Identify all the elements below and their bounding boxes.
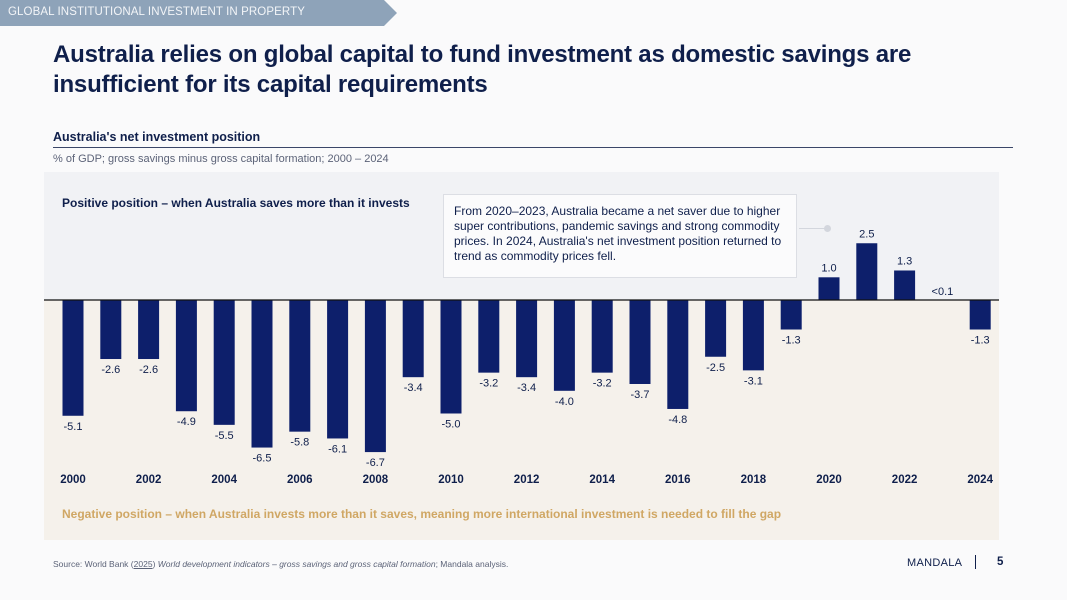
bar-2010 (440, 300, 462, 414)
x-tick-2006: 2006 (287, 474, 313, 486)
bar-2017 (705, 300, 727, 357)
bar-2021 (856, 243, 878, 300)
footer-source: Source: World Bank (2025) World developm… (53, 559, 508, 569)
source-close: ) (152, 559, 156, 569)
x-tick-2020: 2020 (816, 474, 842, 486)
data-label-2010: -5.0 (442, 419, 461, 431)
page-number: 5 (997, 556, 1004, 568)
bar-2013 (553, 300, 575, 391)
x-tick-2014: 2014 (589, 474, 615, 486)
bar-2016 (667, 300, 689, 409)
data-label-2020: 1.0 (821, 262, 836, 274)
bar-2019 (780, 300, 802, 330)
source-suffix: ; Mandala analysis. (435, 559, 509, 569)
annotation-connector-dot (824, 225, 831, 232)
x-tick-2002: 2002 (136, 474, 162, 486)
data-label-2003: -4.9 (177, 416, 196, 428)
bar-2002 (138, 300, 160, 360)
page-title: Australia relies on global capital to fu… (53, 41, 912, 98)
bar-2020 (818, 277, 840, 300)
bar-2008 (364, 300, 386, 453)
bar-2018 (742, 300, 764, 371)
source-title: World development indicators – gross sav… (155, 559, 436, 569)
data-label-2004: -5.5 (215, 430, 234, 442)
data-label-2009: -3.4 (404, 382, 423, 394)
footer-divider (975, 555, 976, 569)
annotation-callout: From 2020–2023, Australia became a net s… (443, 194, 797, 278)
chart-subtitle: % of GDP; gross savings minus gross capi… (53, 153, 389, 165)
data-label-2021: 2.5 (859, 228, 874, 240)
negative-position-caption: Negative position – when Australia inves… (62, 507, 782, 521)
bar-2024 (969, 300, 991, 330)
data-label-2024: -1.3 (971, 335, 990, 347)
bar-2014 (591, 300, 613, 373)
data-label-2002: -2.6 (139, 364, 158, 376)
bar-2007 (327, 300, 349, 439)
bar-2005 (251, 300, 273, 448)
bars-layer (62, 243, 991, 453)
x-tick-2010: 2010 (438, 474, 464, 486)
bar-2011 (478, 300, 500, 373)
section-tag-text: GLOBAL INSTITUTIONAL INVESTMENT IN PROPE… (8, 6, 305, 18)
x-tick-2016: 2016 (665, 474, 691, 486)
bar-2004 (213, 300, 235, 425)
bar-2012 (516, 300, 538, 378)
data-label-2023: <0.1 (932, 286, 954, 298)
data-label-2011: -3.2 (479, 378, 498, 390)
data-label-2006: -5.8 (290, 437, 309, 449)
section-tag: GLOBAL INSTITUTIONAL INVESTMENT IN PROPE… (0, 0, 398, 26)
data-label-2013: -4.0 (555, 396, 574, 408)
data-label-2015: -3.7 (631, 389, 650, 401)
bar-2015 (629, 300, 651, 384)
data-label-2014: -3.2 (593, 378, 612, 390)
x-tick-2004: 2004 (211, 474, 237, 486)
bar-2000 (62, 300, 84, 416)
bar-2022 (894, 270, 916, 300)
data-label-2000: -5.1 (64, 421, 83, 433)
source-prefix: Source: World Bank ( (53, 559, 134, 569)
x-tick-2024: 2024 (967, 474, 993, 486)
x-tick-2008: 2008 (363, 474, 389, 486)
data-label-2016: -4.8 (668, 414, 687, 426)
data-label-2008: -6.7 (366, 457, 385, 469)
data-label-2018: -3.1 (744, 375, 763, 387)
bar-2009 (402, 300, 424, 378)
bar-2006 (289, 300, 311, 432)
bar-2001 (100, 300, 122, 360)
data-label-2012: -3.4 (517, 382, 536, 394)
positive-position-caption: Positive position – when Australia saves… (62, 196, 410, 210)
data-label-2001: -2.6 (101, 364, 120, 376)
x-tick-2000: 2000 (60, 474, 86, 486)
brand-name: MANDALA (907, 557, 963, 569)
data-labels-layer: -5.1 -2.6 -2.6 -4.9 -5.5 -6.5 -5.8 -6.1 -6.7 -3.4… (64, 228, 990, 469)
chart-title: Australia's net investment position (53, 130, 261, 144)
data-label-2017: -2.5 (706, 362, 725, 374)
data-label-2007: -6.1 (328, 443, 347, 455)
data-label-2005: -6.5 (253, 453, 272, 465)
x-tick-2018: 2018 (741, 474, 767, 486)
source-year-link[interactable]: 2025 (133, 559, 153, 569)
annotation-connector-line (799, 228, 827, 229)
data-label-2019: -1.3 (782, 335, 801, 347)
x-tick-2012: 2012 (514, 474, 540, 486)
bar-2003 (175, 300, 197, 412)
title-divider (53, 147, 1013, 148)
x-axis-ticks-layer: 2000 2002 2004 2006 2008 2010 2012 2014 2016 2018… (60, 474, 993, 486)
x-tick-2022: 2022 (892, 474, 918, 486)
data-label-2022: 1.3 (897, 255, 912, 267)
section-tag-arrow-shape (0, 0, 397, 26)
